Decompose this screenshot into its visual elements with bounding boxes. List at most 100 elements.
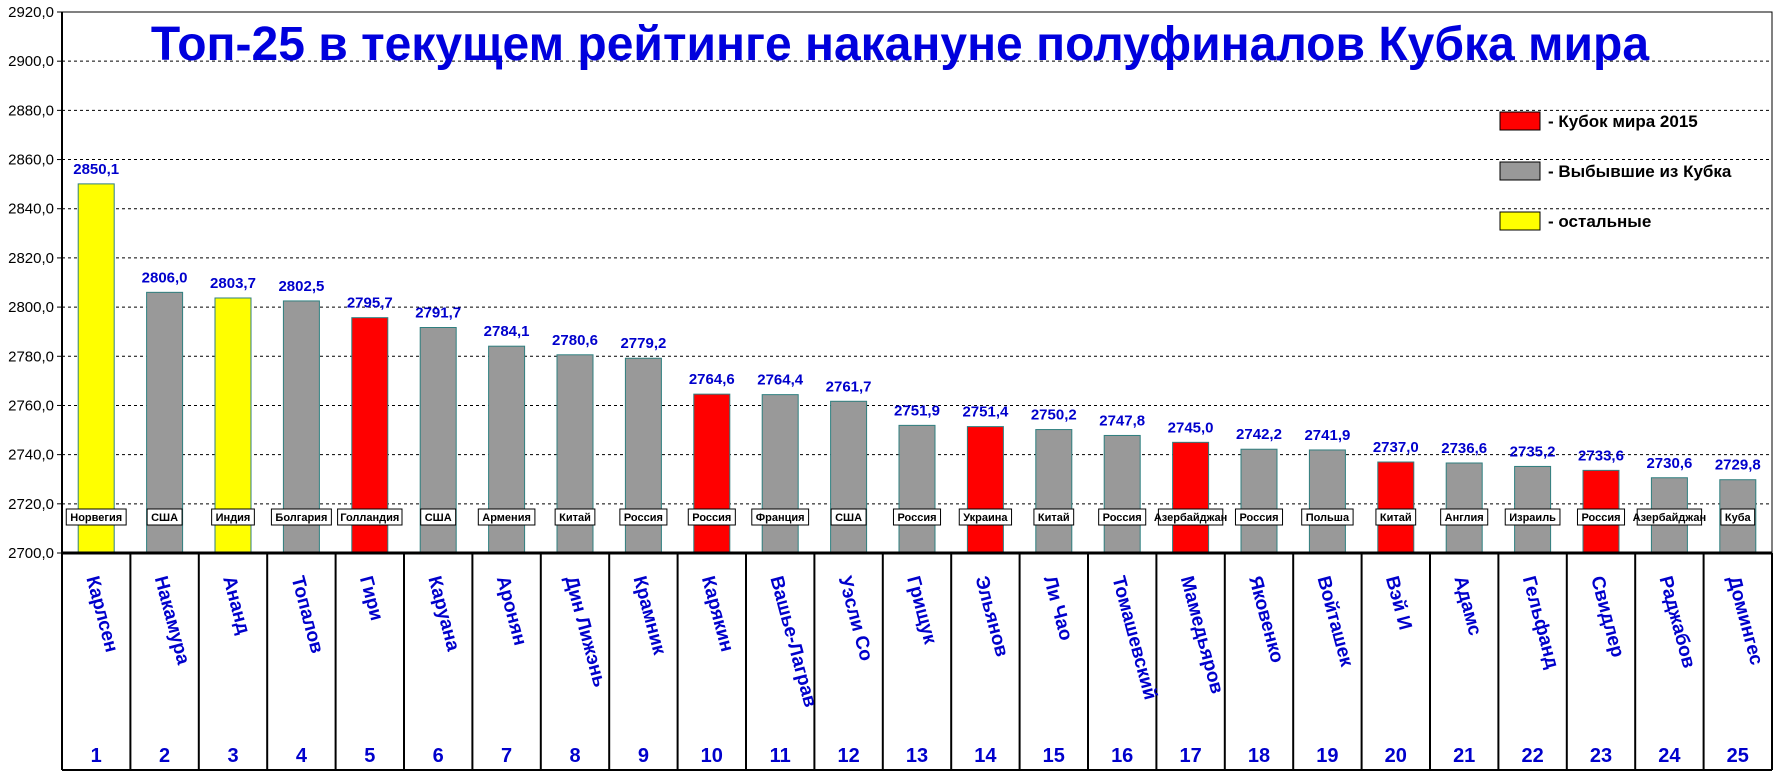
y-tick-label: 2860,0 — [8, 152, 54, 169]
rank-number-13: 13 — [906, 745, 928, 767]
value-label-6: 2791,7 — [415, 305, 461, 322]
player-name-1: Карлсен — [81, 574, 121, 655]
bars: 2850,1 Норвегия 2806,0 США 2803,7 Индия 2802,5… — [65, 161, 1761, 554]
country-label-13: Россия — [897, 512, 936, 524]
player-name-16: Томашевский — [1107, 574, 1160, 702]
player-name-4: Топалов — [287, 574, 328, 656]
legend-swatch-cup2015 — [1499, 111, 1541, 131]
rank-number-7: 7 — [501, 745, 512, 767]
rank-number-9: 9 — [638, 745, 649, 767]
country-box-14 — [958, 508, 1013, 526]
country-label-9: Россия — [624, 512, 663, 524]
country-label-16: Россия — [1103, 512, 1142, 524]
rank-number-19: 19 — [1316, 745, 1338, 767]
value-label-19: 2741,9 — [1304, 427, 1350, 444]
legend-label-cup2015: - Кубок мира 2015 — [1548, 112, 1698, 131]
country-label-20: Китай — [1380, 512, 1412, 524]
value-label-13: 2751,9 — [894, 402, 940, 419]
country-label-17: Азербайджан — [1154, 512, 1227, 524]
country-box-16 — [1098, 508, 1147, 526]
value-label-10: 2764,6 — [689, 371, 735, 388]
value-label-4: 2802,5 — [278, 278, 324, 295]
player-name-13: Грищук — [902, 574, 940, 647]
country-label-10: Россия — [692, 512, 731, 524]
country-label-12: США — [835, 512, 862, 524]
player-name-17: Мамедьяров — [1176, 574, 1228, 696]
player-name-12: Уэсли Со — [834, 574, 877, 663]
value-label-16: 2747,8 — [1099, 412, 1145, 429]
chart-title: Топ-25 в текущем рейтинге накануне полуф… — [151, 18, 1649, 71]
y-tick-label: 2800,0 — [8, 299, 54, 316]
y-tick-label: 2840,0 — [8, 201, 54, 218]
rank-number-3: 3 — [227, 745, 238, 767]
country-box-18 — [1234, 508, 1284, 526]
legend: - Кубок мира 2015 - Выбывшие из Кубка - ос… — [1499, 111, 1732, 231]
player-name-20: Вэй И — [1381, 574, 1415, 632]
bar-1 — [77, 183, 115, 554]
country-box-25 — [1720, 508, 1756, 526]
player-name-25: Домингес — [1723, 574, 1767, 668]
player-name-14: Эльянов — [971, 574, 1013, 659]
value-label-21: 2736,6 — [1441, 440, 1487, 457]
y-tick-label: 2780,0 — [8, 348, 54, 365]
player-name-10: Карякин — [697, 574, 737, 654]
country-box-19 — [1301, 508, 1354, 526]
value-label-9: 2779,2 — [620, 335, 666, 352]
player-name-5: Гири — [355, 574, 387, 623]
legend-label-eliminated: - Выбывшие из Кубка — [1548, 162, 1732, 181]
country-label-4: Болгария — [275, 512, 327, 524]
bar-15 — [1035, 429, 1073, 554]
country-box-15 — [1033, 508, 1075, 526]
value-label-11: 2764,4 — [757, 372, 804, 389]
rank-number-22: 22 — [1521, 745, 1543, 767]
country-box-20 — [1375, 508, 1417, 526]
country-label-19: Польша — [1306, 512, 1350, 524]
rank-number-23: 23 — [1590, 745, 1612, 767]
bar-17 — [1172, 441, 1210, 554]
country-box-3 — [211, 508, 255, 526]
player-name-table: Карлсен 1 Накамура 2 Ананд 3 Топалов 4 Гири 5 Кару… — [61, 551, 1773, 771]
country-label-18: Россия — [1239, 512, 1278, 524]
player-name-23: Свидлер — [1586, 574, 1628, 660]
country-box-21 — [1440, 508, 1489, 526]
player-name-9: Крамник — [629, 574, 670, 658]
value-label-7: 2784,1 — [484, 323, 530, 340]
bar-19 — [1308, 449, 1346, 554]
country-box-9 — [619, 508, 668, 526]
country-label-25: Куба — [1725, 512, 1752, 524]
country-box-4 — [270, 508, 332, 526]
y-tick-label: 2820,0 — [8, 250, 54, 267]
player-name-8: Дин Лижэнь — [560, 574, 610, 690]
y-tick-label: 2900,0 — [8, 53, 54, 70]
value-label-2: 2806,0 — [142, 269, 188, 286]
country-box-8 — [554, 508, 596, 526]
country-label-22: Израиль — [1509, 512, 1556, 524]
player-name-11: Вашье-Лаграв — [765, 574, 820, 710]
bar-12 — [830, 400, 868, 554]
y-tick-label: 2880,0 — [8, 102, 54, 119]
country-box-23 — [1576, 508, 1626, 526]
country-label-21: Англия — [1445, 512, 1484, 524]
country-box-1 — [65, 508, 127, 526]
value-label-18: 2742,2 — [1236, 426, 1282, 443]
value-label-20: 2737,0 — [1373, 439, 1419, 456]
country-box-24 — [1636, 508, 1703, 526]
country-label-15: Китай — [1038, 512, 1070, 524]
country-box-2 — [146, 508, 183, 526]
rank-number-20: 20 — [1385, 745, 1407, 767]
country-box-6 — [420, 508, 457, 526]
country-box-22 — [1504, 508, 1561, 526]
player-name-15: Ли Чао — [1039, 574, 1076, 643]
player-name-7: Аронян — [492, 574, 531, 648]
country-label-23: Россия — [1581, 512, 1620, 524]
bar-21 — [1445, 462, 1483, 554]
bar-14 — [966, 426, 1004, 554]
legend-swatch-eliminated — [1499, 161, 1541, 181]
bar-20 — [1377, 461, 1415, 554]
country-label-14: Украина — [963, 512, 1008, 524]
rank-number-16: 16 — [1111, 745, 1133, 767]
value-label-12: 2761,7 — [826, 378, 872, 395]
value-label-3: 2803,7 — [210, 275, 256, 292]
country-box-13 — [892, 508, 942, 526]
player-name-24: Раджабов — [1655, 574, 1700, 671]
